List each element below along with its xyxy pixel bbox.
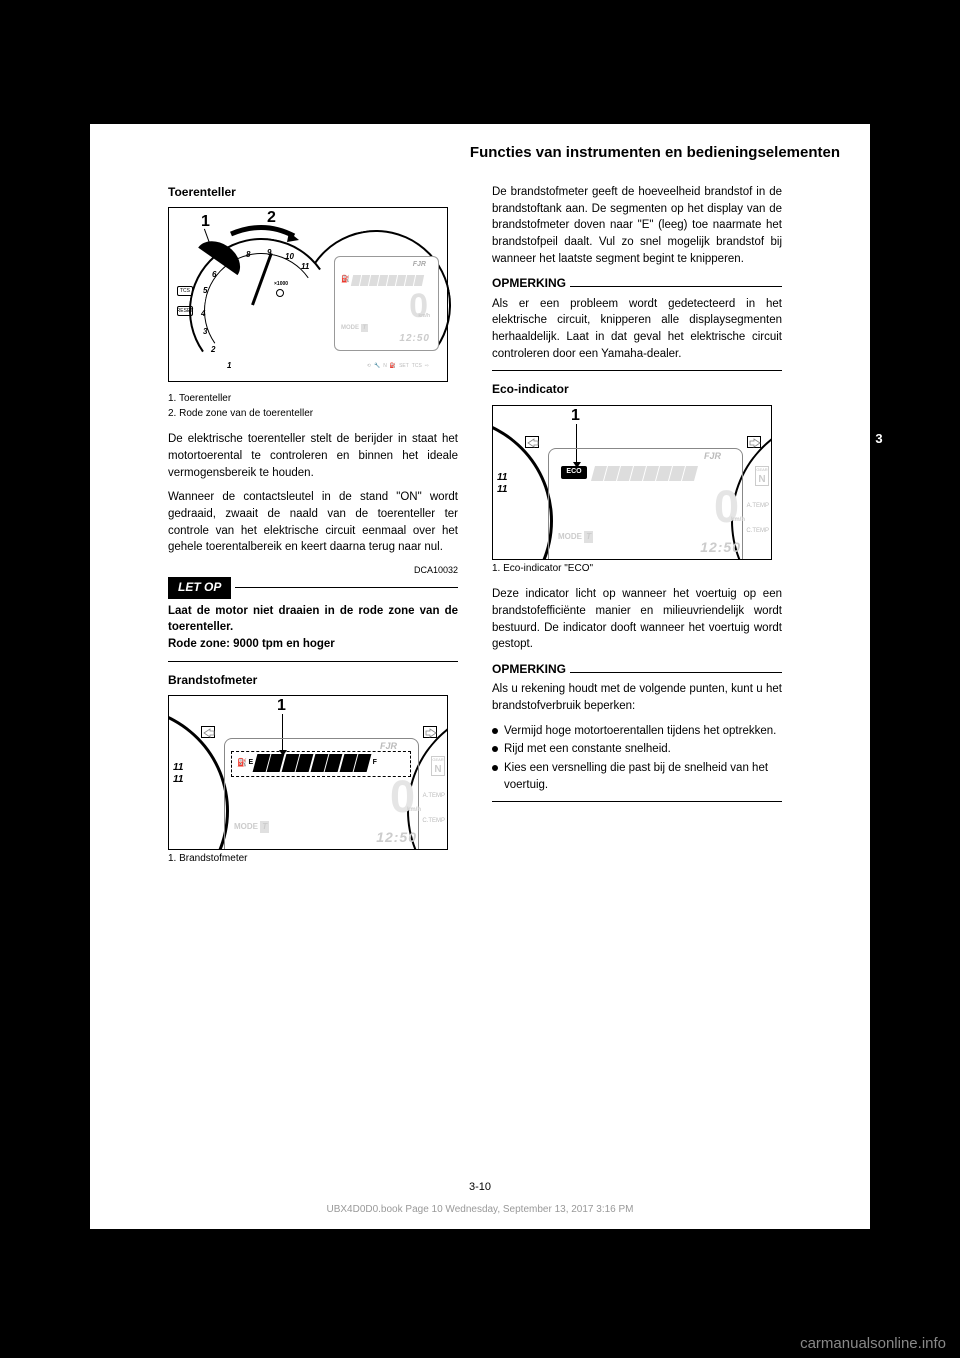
zoom-fuel: ⛽ E F — [237, 754, 377, 772]
hr3 — [492, 801, 782, 802]
hr — [168, 661, 458, 662]
footer-code: UBX4D0D0.book Page 10 Wednesday, Septemb… — [90, 1204, 870, 1215]
zoom-clock: 12:50 — [376, 827, 417, 847]
side-tab: 3 — [870, 424, 888, 452]
zoom-fuel-icon: ⛽ — [237, 757, 247, 769]
tach-n2: 2 — [211, 344, 215, 356]
clock: 12:50 — [399, 332, 430, 347]
zoom-mode-3: MODE T — [558, 531, 593, 543]
x1000-label: ×1000 — [274, 281, 288, 288]
zoom-tach-nums-3: 11 11 — [497, 471, 507, 498]
heading-fuel: Brandstofmeter — [168, 672, 458, 689]
para-p2: Wanneer de contactsleutel in de stand "O… — [168, 489, 458, 556]
tach-n6: 6 — [212, 269, 216, 281]
turn-indicator-right-3 — [747, 436, 761, 448]
para-p1: De elektrische toerenteller stelt de ber… — [168, 431, 458, 481]
header-right: Functies van instrumenten en bedieningse… — [470, 144, 840, 161]
turn-indicator-right — [423, 726, 437, 738]
zoom-logo-3: FJR — [704, 450, 721, 463]
figure-tachometer: 1 2 1 2 3 4 5 6 7 8 9 10 — [168, 207, 448, 382]
heading-tachometer: Toerenteller — [168, 184, 458, 201]
bullet-list: Vermijd hoge motortoerentallen tijdens h… — [492, 723, 782, 794]
right-p3: Deze indicator licht op wanneer het voer… — [492, 586, 782, 653]
zoom-clock-3: 12:50 — [700, 537, 741, 557]
fuel-icon: ⛽ — [341, 275, 350, 285]
mode-row: MODE T — [341, 324, 368, 333]
fuel-f: F — [373, 758, 377, 768]
opm2-label: OPMERKING — [492, 661, 566, 678]
indicator-row: ⟲🔧N⛽SETTCS⇨ — [367, 363, 429, 370]
fig3-caption: 1. Eco-indicator "ECO" — [492, 562, 782, 577]
bullet-2: Rijd met een constante snelheid. — [504, 741, 671, 758]
page-number: 3-10 — [90, 1181, 870, 1193]
zoom-tach-nums: 11 11 — [173, 761, 183, 788]
letop-code: DCA10032 — [168, 564, 458, 577]
speed-unit: km/h — [418, 313, 430, 320]
zoom-unit: km/h — [407, 806, 421, 815]
tach-n5: 5 — [203, 285, 207, 297]
letop-text: Laat de motor niet draaien in de rode zo… — [168, 603, 458, 653]
opm1-label: OPMERKING — [492, 275, 566, 292]
lcd-screen: FJR ⛽ 0 km/h MODE T 12:50 — [334, 256, 439, 351]
turn-indicator-left — [201, 726, 215, 738]
heading-eco: Eco-indicator — [492, 381, 782, 398]
bullet-1: Vermijd hoge motortoerentallen tijdens h… — [504, 723, 776, 740]
opm1-text: Als er een probleem wordt gedetecteerd i… — [492, 296, 782, 363]
watermark: carmanualsonline.info — [800, 1335, 946, 1352]
tach-n8: 8 — [246, 249, 250, 261]
bullet-3: Kies een versnelling die past bij de sne… — [504, 760, 782, 793]
opm2-intro: Als u rekening houdt met de volgende pun… — [492, 681, 782, 714]
tach-n3: 3 — [203, 326, 207, 338]
zoom-mode: MODE T — [234, 821, 269, 833]
tach-n7: 7 — [227, 257, 231, 269]
figure-fuel: 1 11 11 FJR ⛽ E F 0 km/h — [168, 695, 448, 850]
lcd-logo: FJR — [413, 260, 426, 270]
zoom-side-labels-3: GEARN A.TEMP C.TEMP — [746, 466, 769, 535]
zoom-unit-3: km/h — [731, 516, 745, 525]
figure-eco: 1 11 11 FJR ECO 0 km/h MODE T — [492, 405, 772, 560]
tach-n1: 1 — [227, 360, 231, 372]
opm1-rule — [570, 286, 782, 287]
right-p1: De brandstofmeter geeft de hoeveelheid b… — [492, 184, 782, 267]
tach-n10: 10 — [285, 251, 294, 263]
letop-rule — [235, 587, 458, 588]
letop-label: LET OP — [168, 577, 231, 598]
eco-fuel — [593, 466, 696, 481]
tach-n4: 4 — [201, 308, 205, 320]
zoom-side-labels: GEARN A.TEMP C.TEMP — [422, 756, 445, 825]
tcs-button: TCS — [177, 286, 193, 296]
eco-badge: ECO — [561, 466, 587, 479]
fuel-e: E — [248, 758, 253, 768]
fuel-row: ⛽ — [341, 273, 432, 287]
opm2-rule — [570, 672, 782, 673]
turn-indicator-left-3 — [525, 436, 539, 448]
hr2 — [492, 370, 782, 371]
reset-button: RESET — [177, 306, 193, 316]
fig1-caption: 1. Toerenteller2. Rode zone van de toere… — [168, 392, 458, 421]
fig2-caption: 1. Brandstofmeter — [168, 852, 458, 867]
